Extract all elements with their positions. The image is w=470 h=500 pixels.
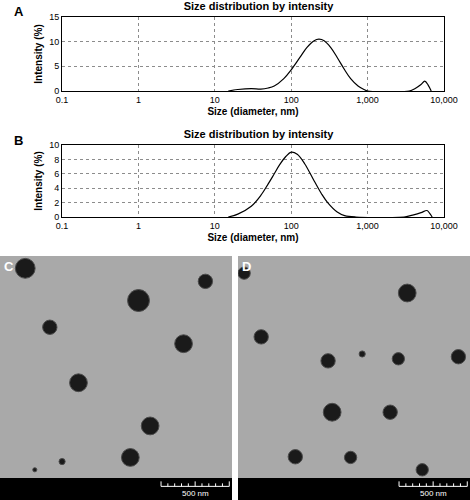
svg-text:100: 100 — [284, 95, 299, 105]
svg-text:1,000: 1,000 — [356, 221, 379, 231]
svg-text:10: 10 — [49, 140, 59, 150]
svg-text:500 nm: 500 nm — [420, 489, 447, 498]
svg-text:500 nm: 500 nm — [182, 489, 209, 498]
svg-text:1,000: 1,000 — [356, 95, 379, 105]
svg-text:D: D — [242, 259, 251, 274]
svg-text:2: 2 — [54, 198, 59, 208]
svg-text:100: 100 — [284, 221, 299, 231]
svg-text:0: 0 — [54, 212, 59, 222]
svg-text:10: 10 — [49, 37, 59, 47]
svg-text:0: 0 — [54, 86, 59, 96]
svg-text:4: 4 — [54, 183, 59, 193]
svg-text:15: 15 — [49, 12, 59, 22]
svg-text:1: 1 — [136, 221, 141, 231]
svg-text:5: 5 — [54, 61, 59, 71]
svg-text:Size (diameter, nm): Size (diameter, nm) — [207, 106, 298, 117]
svg-text:0.1: 0.1 — [56, 95, 69, 105]
svg-text:C: C — [4, 259, 14, 274]
svg-text:10: 10 — [210, 221, 220, 231]
svg-text:10,000: 10,000 — [430, 95, 458, 105]
svg-text:Size distribution by intensity: Size distribution by intensity — [184, 128, 335, 140]
svg-text:10: 10 — [210, 95, 220, 105]
svg-text:Intensity (%): Intensity (%) — [33, 24, 44, 83]
svg-text:Intensity (%): Intensity (%) — [33, 151, 44, 210]
svg-text:Size distribution by intensity: Size distribution by intensity — [184, 0, 335, 12]
svg-text:Size (diameter, nm): Size (diameter, nm) — [207, 232, 298, 243]
svg-text:6: 6 — [54, 169, 59, 179]
svg-text:A: A — [14, 4, 24, 19]
svg-text:0.1: 0.1 — [56, 221, 69, 231]
svg-text:10,000: 10,000 — [430, 221, 458, 231]
svg-text:B: B — [14, 133, 23, 148]
svg-text:8: 8 — [54, 155, 59, 165]
svg-text:1: 1 — [136, 95, 141, 105]
